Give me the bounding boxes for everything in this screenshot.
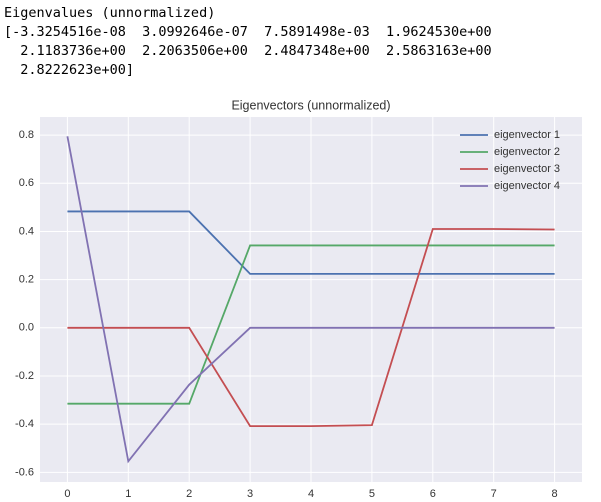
y-tick-label: -0.4 — [15, 418, 34, 430]
x-tick-label: 0 — [64, 488, 70, 500]
series-line — [67, 210, 555, 275]
x-tick-label: 7 — [491, 488, 497, 500]
legend-label: eigenvector 4 — [494, 180, 560, 192]
output-text: Eigenvalues (unnormalized) [-3.3254516e-0… — [0, 0, 601, 90]
x-tick-label: 4 — [308, 488, 314, 500]
output-line: Eigenvalues (unnormalized) — [4, 5, 216, 21]
y-tick-label: -0.2 — [15, 370, 34, 382]
chart: Eigenvectors (unnormalized) -0.6 -0.4 -0.2… — [15, 98, 582, 500]
y-tick-label: 0.2 — [19, 274, 34, 286]
y-tick-label: -0.6 — [15, 466, 34, 478]
chart-title: Eigenvectors (unnormalized) — [231, 98, 390, 112]
series-line — [67, 244, 555, 405]
legend-label: eigenvector 2 — [494, 146, 560, 158]
x-tick-label: 3 — [247, 488, 253, 500]
y-tick-label: 0.4 — [19, 225, 34, 237]
legend-label: eigenvector 3 — [494, 163, 560, 175]
x-tick-label: 1 — [125, 488, 131, 500]
y-tick-label: 0.8 — [19, 129, 34, 141]
legend-label: eigenvector 1 — [494, 129, 560, 141]
x-tick-label: 6 — [430, 488, 436, 500]
output-line: 2.1183736e+00 2.2063506e+00 2.4847348e+0… — [4, 43, 492, 59]
y-tick-label: 0.6 — [19, 177, 34, 189]
x-tick-label: 2 — [186, 488, 192, 500]
x-tick-label: 8 — [552, 488, 558, 500]
output-line: 2.8222623e+00] — [4, 62, 135, 78]
y-tick-label: 0.0 — [19, 322, 34, 334]
x-tick-label: 5 — [369, 488, 375, 500]
output-line: [-3.3254516e-08 3.0992646e-07 7.5891498e… — [4, 24, 492, 40]
series-line — [67, 228, 555, 428]
series-line — [66, 136, 555, 464]
